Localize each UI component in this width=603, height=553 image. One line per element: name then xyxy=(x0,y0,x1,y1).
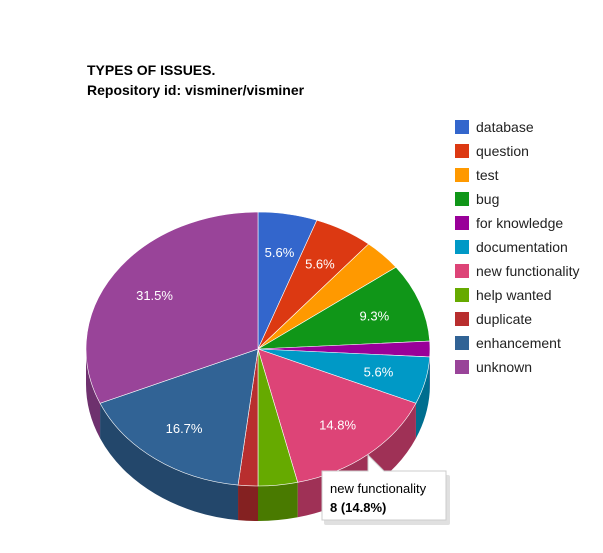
pie-label-bug: 9.3% xyxy=(360,308,390,323)
legend-swatch xyxy=(455,192,469,206)
tooltip: new functionality 8 (14.8%) xyxy=(321,453,450,525)
pie-depth-help-wanted xyxy=(258,482,298,521)
pie-slice-enhancement[interactable] xyxy=(99,348,259,486)
legend-swatch xyxy=(455,120,469,134)
legend-swatch xyxy=(455,240,469,254)
pie-label-question: 5.6% xyxy=(305,257,335,272)
pie-label-documentation: 5.6% xyxy=(364,365,394,380)
pie-depth-duplicate xyxy=(238,485,258,521)
legend-item-question[interactable]: question xyxy=(455,143,529,159)
legend-item-new-functionality[interactable]: new functionality xyxy=(455,263,580,279)
pie-label-enhancement: 16.7% xyxy=(166,421,203,436)
legend-swatch xyxy=(455,168,469,182)
legend-item-unknown[interactable]: unknown xyxy=(455,359,532,375)
legend-label: help wanted xyxy=(476,287,552,303)
legend-label: for knowledge xyxy=(476,215,563,231)
legend-item-for-knowledge[interactable]: for knowledge xyxy=(455,215,563,231)
pie-label-unknown: 31.5% xyxy=(136,288,173,303)
legend-swatch xyxy=(455,144,469,158)
pie-slice-unknown[interactable] xyxy=(85,211,259,404)
legend-label: documentation xyxy=(476,239,568,255)
legend-item-test[interactable]: test xyxy=(455,167,499,183)
pie-slice-bug[interactable] xyxy=(257,266,431,350)
legend-label: test xyxy=(476,167,499,183)
legend-label: bug xyxy=(476,191,499,207)
legend-label: question xyxy=(476,143,529,159)
legend-item-help-wanted[interactable]: help wanted xyxy=(455,287,552,303)
pie-percent-labels: 5.6% 5.6% 9.3% 5.6% 14.8% 16.7% 31.5% xyxy=(136,245,394,436)
legend-swatch xyxy=(455,264,469,278)
legend-label: enhancement xyxy=(476,335,561,351)
legend-label: new functionality xyxy=(476,263,580,279)
legend-swatch xyxy=(455,312,469,326)
legend-swatch xyxy=(455,336,469,350)
legend-item-duplicate[interactable]: duplicate xyxy=(455,311,532,327)
pie-label-new-functionality: 14.8% xyxy=(319,418,356,433)
pie-slices xyxy=(85,211,431,487)
legend: database question test bug for knowledge docu… xyxy=(455,119,580,375)
chart-subtitle: Repository id: visminer/visminer xyxy=(87,82,305,98)
legend-swatch xyxy=(455,360,469,374)
legend-item-enhancement[interactable]: enhancement xyxy=(455,335,561,351)
legend-swatch xyxy=(455,288,469,302)
tooltip-box xyxy=(321,453,447,521)
pie-label-database: 5.6% xyxy=(265,245,295,260)
legend-label: database xyxy=(476,119,534,135)
legend-item-database[interactable]: database xyxy=(455,119,534,135)
legend-swatch xyxy=(455,216,469,230)
chart-title: TYPES OF ISSUES. xyxy=(87,62,215,78)
pie-depth-unknown xyxy=(86,349,101,439)
tooltip-label: new functionality xyxy=(330,481,427,496)
tooltip-value: 8 (14.8%) xyxy=(330,500,386,515)
legend-item-bug[interactable]: bug xyxy=(455,191,499,207)
pie-slice-new-functionality[interactable] xyxy=(257,348,417,483)
legend-label: unknown xyxy=(476,359,532,375)
legend-item-documentation[interactable]: documentation xyxy=(455,239,568,255)
pie-depth-documentation xyxy=(415,356,430,439)
pie-depth-enhancement xyxy=(100,403,239,521)
legend-label: duplicate xyxy=(476,311,532,327)
